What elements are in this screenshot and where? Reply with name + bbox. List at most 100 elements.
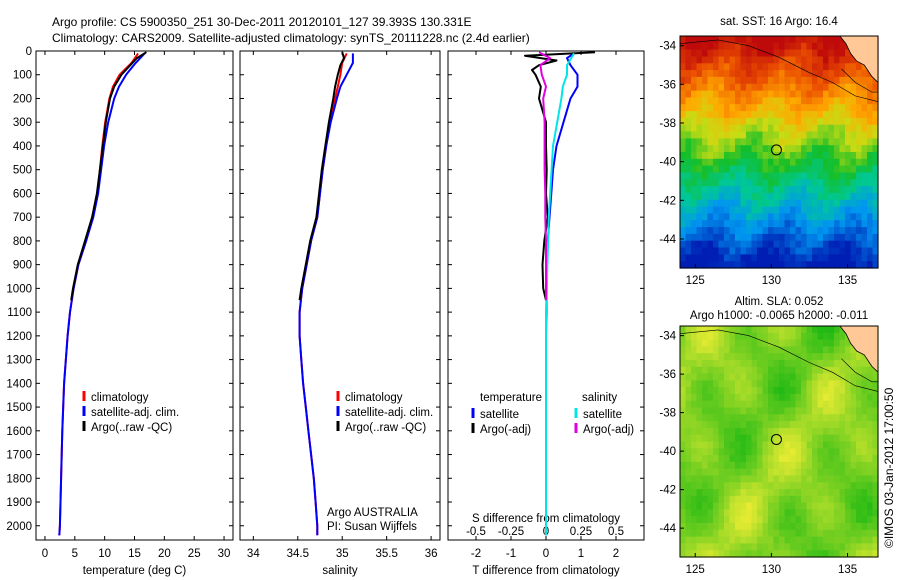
- sst-map-cell: [713, 83, 720, 92]
- sst-map-cell: [845, 97, 852, 105]
- sst-map-cell: [856, 247, 863, 255]
- sst-map-cell: [872, 117, 879, 126]
- sla-map-cell: [762, 339, 769, 347]
- sla-map-cell: [685, 339, 692, 347]
- sst-map-cell: [779, 124, 786, 133]
- sla-map-cell: [867, 414, 874, 422]
- sla-map-cell: [691, 366, 698, 375]
- sst-map-cell: [817, 247, 824, 255]
- sst-map-cell: [845, 70, 852, 78]
- sla-map-cell: [746, 400, 753, 409]
- sst-map-cell: [707, 227, 714, 235]
- sla-map-cell: [740, 360, 747, 368]
- salinity-xtick-label: 34.5: [287, 548, 309, 560]
- sla-map-cell: [850, 421, 857, 429]
- sla-map-cell: [696, 482, 703, 490]
- sst-map-cell: [795, 145, 802, 153]
- sst-map-cell: [828, 227, 835, 235]
- sst-map-cell: [691, 220, 698, 228]
- sst-map-cell: [735, 131, 742, 139]
- sst-map-cell: [746, 145, 753, 153]
- sla-map-cell: [746, 414, 753, 422]
- sst-map-cell: [696, 42, 703, 51]
- sla-map-cell: [872, 380, 879, 388]
- sla-map-subtitle: Argo h1000: -0.0065 h2000: -0.011: [690, 310, 868, 322]
- sst-map-cell: [762, 186, 769, 194]
- sst-map-cell: [872, 213, 879, 221]
- sst-map-cell: [817, 97, 824, 105]
- sst-map-cell: [729, 104, 736, 112]
- sla-map-cell: [685, 346, 692, 354]
- sla-map-cell: [740, 427, 747, 436]
- sst-map-cell: [724, 172, 731, 180]
- sst-map-cell: [713, 186, 720, 194]
- sst-map-cell: [795, 165, 802, 173]
- sst-map-cell: [746, 158, 753, 167]
- sla-map-cell: [768, 495, 775, 504]
- sst-map-cell: [867, 145, 874, 153]
- sst-map-cell: [751, 199, 758, 208]
- sst-map-cell: [834, 131, 841, 139]
- sla-map-cell: [867, 373, 874, 381]
- sst-map-cell: [812, 83, 819, 92]
- sla-map-cell: [872, 495, 879, 504]
- sst-map-cell: [856, 199, 863, 208]
- sla-map-cell: [867, 550, 874, 558]
- sla-map-cell: [740, 468, 747, 477]
- sla-map-cell: [817, 339, 824, 347]
- sst-map-cell: [856, 117, 863, 126]
- sla-map-cell: [867, 543, 874, 551]
- sla-map-cell: [828, 434, 835, 443]
- sst-map-cell: [768, 104, 775, 112]
- sst-map-cell: [845, 206, 852, 214]
- sla-map-cell: [856, 468, 863, 477]
- sla-map-cell: [685, 502, 692, 510]
- sst-map-cell: [713, 254, 720, 262]
- sla-map-cell: [740, 516, 747, 524]
- sst-map-cell: [724, 179, 731, 187]
- sst-map-cell: [795, 254, 802, 262]
- sst-map-cell: [823, 70, 830, 78]
- sla-map-cell: [856, 489, 863, 497]
- sla-map-cell: [784, 475, 791, 483]
- sla-map-cell: [861, 509, 868, 517]
- sla-map-cell: [735, 502, 742, 510]
- sst-map-cell: [751, 152, 758, 160]
- sla-map-cell: [812, 434, 819, 443]
- sla-map-cell: [823, 393, 830, 402]
- sla-map-cell: [806, 353, 813, 361]
- sst-map-cell: [718, 261, 725, 269]
- sla-map-cell: [784, 421, 791, 429]
- sla-map-cell: [757, 495, 764, 504]
- sst-map-cell: [702, 261, 709, 269]
- sst-map-cell: [790, 247, 797, 255]
- sla-map-cell: [729, 326, 736, 334]
- sla-map-cell: [762, 434, 769, 443]
- sst-map-cell: [724, 63, 731, 71]
- sst-map-cell: [845, 261, 852, 269]
- sst-map-cell: [867, 192, 874, 201]
- sla-map-cell: [680, 475, 687, 483]
- sla-map-cell: [834, 455, 841, 463]
- sla-map-cell: [718, 441, 725, 449]
- sla-map-cell: [806, 393, 813, 402]
- sst-map-cell: [784, 36, 791, 44]
- sst-map-cell: [746, 63, 753, 71]
- sst-map-cell: [801, 199, 808, 208]
- sst-map-cell: [823, 36, 830, 44]
- sst-map-cell: [768, 42, 775, 51]
- sla-map-cell: [845, 482, 852, 490]
- sla-map-cell: [713, 523, 720, 531]
- sst-map-cell: [762, 111, 769, 119]
- sla-map-cell: [702, 523, 709, 531]
- sla-map-cell: [740, 536, 747, 544]
- sst-map-cell: [757, 111, 764, 119]
- sst-map-cell: [762, 138, 769, 146]
- sst-map-cell: [691, 138, 698, 146]
- sla-map-cell: [773, 509, 780, 517]
- sst-map-cell: [707, 90, 714, 98]
- sla-map-cell: [757, 387, 764, 395]
- sla-map-cell: [773, 380, 780, 388]
- sla-map-cell: [773, 529, 780, 538]
- sst-map-cell: [861, 199, 868, 208]
